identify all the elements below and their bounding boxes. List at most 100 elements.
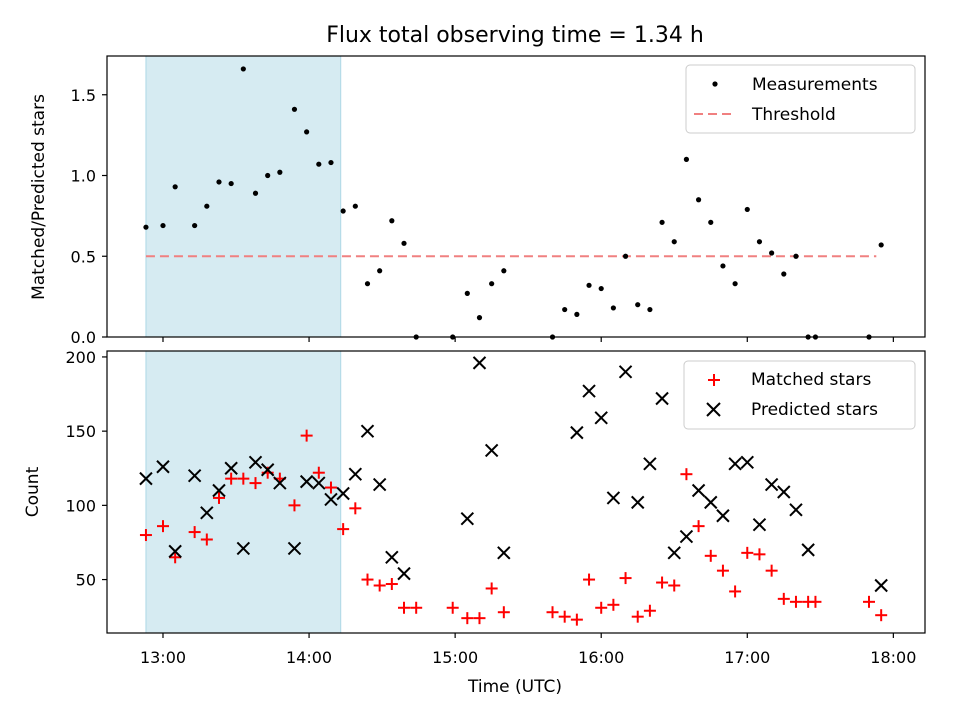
- bottom-panel: 50 100 150 200 13:00 14:00 15:00 16:00 17:00 18:…: [23, 348, 926, 697]
- matched-star-point: [595, 601, 608, 614]
- matched-star-point: [169, 551, 182, 564]
- matched-star-point: [692, 520, 705, 533]
- top-y-axis-label: Matched/Predicted stars: [29, 94, 49, 300]
- measurement-point: [695, 197, 702, 203]
- predicted-star-point: [594, 411, 608, 425]
- matched-star-point: [680, 468, 693, 481]
- matched-star-point: [237, 472, 250, 485]
- predicted-star-point: [139, 471, 153, 486]
- x-tick-label: 18:00: [870, 648, 916, 667]
- top-legend-box: [685, 64, 916, 134]
- measurement-point: [389, 218, 395, 224]
- predicted-star-point: [200, 506, 214, 520]
- matched-star-point: [789, 595, 802, 608]
- measurement-point: [352, 203, 358, 209]
- measurement-point: [878, 242, 884, 248]
- matched-star-point: [765, 564, 778, 577]
- predicted-star-point: [372, 477, 387, 492]
- bottom-y-tick-label: 50: [76, 571, 96, 590]
- measurement-point: [291, 106, 298, 112]
- matched-star-point: [324, 481, 337, 494]
- predicted-star-point: [236, 541, 251, 556]
- matched-star-point: [446, 601, 459, 614]
- matched-star-point: [156, 520, 169, 533]
- x-tick-label: 17:00: [724, 648, 770, 667]
- predicted-star-point: [777, 485, 791, 499]
- x-axis-label: Time (UTC): [467, 677, 562, 697]
- matched-star-point: [631, 610, 644, 623]
- measurement-point: [252, 190, 259, 196]
- matched-star-point: [741, 546, 754, 559]
- measurement-point: [489, 281, 495, 287]
- x-tick-label: 13:00: [140, 648, 186, 667]
- bottom-y-tick-label: 150: [65, 422, 96, 441]
- measurement-point: [732, 281, 738, 287]
- measurement-point: [316, 161, 322, 167]
- matched-star-point: [361, 573, 374, 586]
- predicted-star-point: [618, 365, 633, 379]
- predicted-star-point: [224, 461, 238, 475]
- predicted-star-point: [740, 455, 754, 470]
- predicted-star-point: [212, 483, 226, 498]
- measurement-point: [228, 180, 234, 187]
- measurement-point: [586, 282, 592, 288]
- x-tick-label: 15:00: [432, 648, 478, 667]
- measurement-point: [172, 184, 178, 190]
- matched-star-point: [546, 606, 559, 619]
- measurement-point: [192, 222, 198, 229]
- measurement-point: [781, 271, 787, 277]
- measurement-point: [635, 302, 641, 308]
- measurement-point: [708, 219, 714, 225]
- count-points: [139, 356, 888, 626]
- measurement-point: [240, 66, 246, 72]
- bottom-legend: Matched stars Predicted stars: [683, 360, 916, 430]
- x-tick-label: 16:00: [578, 648, 624, 667]
- predicted-star-point: [397, 566, 411, 581]
- legend-measurements-marker: [712, 81, 718, 87]
- top-y-tick-label: 1.0: [71, 167, 96, 186]
- predicted-star-point: [752, 517, 767, 532]
- bottom-y-ticks: 50 100 150 200: [65, 348, 107, 590]
- matched-star-point: [337, 523, 350, 536]
- bottom-plot-frame: [106, 350, 926, 634]
- top-panel: Flux total observing time = 1.34 h 0.00.…: [29, 23, 926, 347]
- predicted-star-point: [336, 486, 350, 501]
- measurement-point: [476, 315, 483, 321]
- predicted-star-point: [801, 543, 815, 557]
- predicted-star-point: [248, 455, 263, 470]
- predicted-star-point: [582, 384, 596, 398]
- predicted-star-point: [570, 425, 584, 440]
- matched-star-point: [300, 429, 313, 442]
- predicted-star-point: [874, 578, 888, 593]
- predicted-star-point: [667, 546, 681, 560]
- measurement-point: [216, 179, 222, 185]
- top-y-tick-label: 0.0: [71, 328, 96, 347]
- measurement-points: [143, 66, 884, 340]
- x-tick-label: 14:00: [286, 648, 332, 667]
- measurement-point: [744, 206, 750, 213]
- predicted-star-point: [324, 492, 338, 507]
- top-y-tick-label: 0.5: [71, 247, 96, 266]
- measurement-point: [598, 285, 604, 292]
- measurement-point: [647, 306, 653, 313]
- legend-matched-marker: [708, 374, 720, 386]
- matched-star-point: [668, 579, 681, 592]
- legend-threshold-label: Threshold: [751, 105, 836, 125]
- measurement-point: [401, 240, 407, 246]
- predicted-star-point: [691, 483, 706, 498]
- measurement-point: [769, 250, 775, 256]
- measurement-point: [610, 305, 616, 311]
- predicted-star-point: [606, 491, 621, 505]
- measurement-point: [683, 156, 690, 162]
- measurement-point: [328, 159, 334, 166]
- measurement-point: [574, 311, 580, 317]
- matched-star-point: [461, 612, 474, 625]
- measurement-point: [340, 208, 346, 214]
- predicted-star-point: [187, 468, 202, 483]
- predicted-star-point: [704, 495, 718, 510]
- matched-star-point: [225, 472, 238, 485]
- matched-star-point: [643, 604, 656, 617]
- predicted-star-point: [789, 503, 803, 517]
- measurement-point: [671, 239, 677, 245]
